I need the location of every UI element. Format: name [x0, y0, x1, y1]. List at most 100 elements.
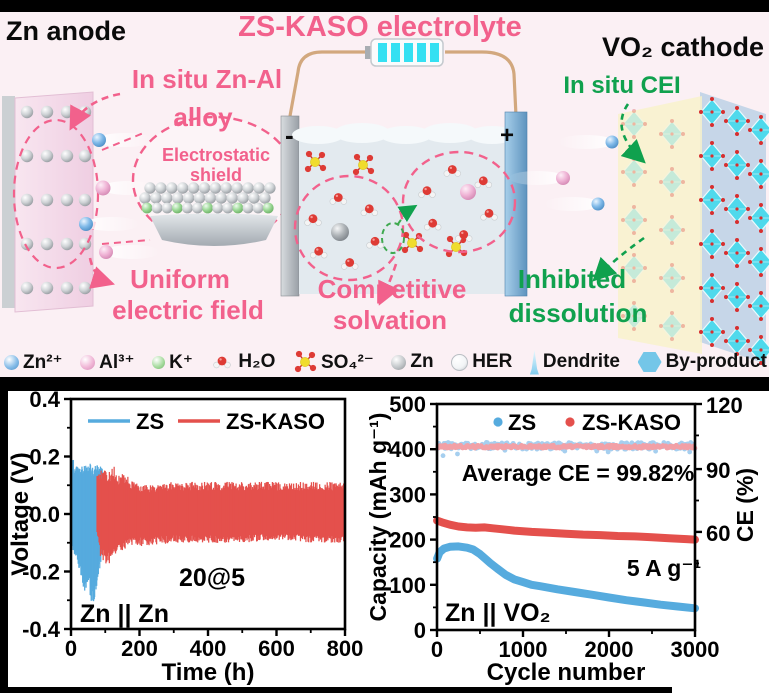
- capacity-axis-label: Capacity (mAh g⁻¹): [365, 413, 391, 622]
- axis-box: [435, 402, 697, 632]
- legend-item-zn-ion: Zn²⁺: [4, 351, 63, 374]
- x-tick-label: 2000: [585, 637, 634, 662]
- shield-sphere-layers: [139, 182, 276, 214]
- zn-anode-plate: [2, 91, 100, 313]
- y-tick-label: -0.4: [22, 617, 61, 642]
- top-frame-bar: [0, 0, 769, 12]
- ion-trail: [509, 171, 565, 185]
- x-tick-label: 400: [190, 636, 227, 661]
- shield-zn-sphere: [139, 192, 151, 204]
- alloy-annotation-line2: alloy: [173, 102, 233, 132]
- capacity-tick-label: 500: [389, 392, 426, 417]
- cei-annotation: In situ CEI: [563, 72, 681, 99]
- legend-label: Al³⁺: [99, 351, 135, 373]
- capacity-tick-label: 100: [389, 573, 426, 598]
- x-tick-label: 0: [431, 637, 443, 662]
- shield-zn-sphere: [252, 202, 264, 214]
- shield-zn-sphere: [231, 182, 243, 194]
- zn-deposit-sphere: [60, 281, 74, 295]
- al-ion-sphere: [99, 245, 113, 259]
- capacity-tick-label: 200: [389, 528, 426, 553]
- shield-k-sphere: [202, 202, 214, 214]
- shield-zn-sphere: [192, 202, 203, 214]
- shield-annotation-line1: Electrostatic: [161, 145, 271, 165]
- shield-zn-sphere: [264, 182, 276, 194]
- zn-ion-sphere: [79, 217, 93, 231]
- legend-item-dendrite: Dendrite: [529, 349, 620, 375]
- zn-deposit-sphere: [20, 105, 34, 119]
- cycle-axis-label: Cycle number: [487, 659, 646, 686]
- zn-deposit-sphere: [60, 237, 74, 251]
- shield-zn-sphere: [150, 192, 162, 204]
- shield-annotation-line2: shield: [189, 165, 243, 185]
- alloy-arrow: [69, 92, 121, 131]
- shield-zn-sphere: [182, 192, 195, 204]
- legend-item-k-ion: K⁺: [152, 351, 193, 374]
- ce-tick-label: 120: [706, 393, 743, 418]
- legend-item-her: HER: [451, 351, 512, 373]
- electrolyte-title: ZS-KASO electrolyte: [238, 12, 522, 43]
- al3-ion-icon: [80, 354, 96, 370]
- legend-label-zs: ZS: [136, 409, 164, 434]
- electrolyte-surface-waves: [292, 123, 516, 144]
- ce-dot-0: [605, 449, 611, 455]
- solvation-shell-left-outline: [293, 174, 405, 282]
- shield-zn-sphere: [226, 192, 238, 204]
- uniform-annotation-line1: Uniform: [130, 264, 230, 294]
- x-tick-label: 600: [258, 636, 295, 661]
- battery-terminal: [365, 46, 371, 59]
- al-center-sphere: [460, 184, 476, 200]
- capacity-tick-label: 400: [389, 437, 426, 462]
- shield-zn-sphere: [253, 182, 265, 194]
- legend-label: HER: [472, 351, 513, 372]
- legend-label: Zn²⁺: [23, 351, 63, 373]
- positive-terminal-sign: +: [500, 122, 515, 149]
- zn-deposit-sphere: [20, 193, 34, 207]
- inhibited-annotation-line2: dissolution: [508, 298, 648, 328]
- ce-dot-0: [687, 449, 693, 455]
- legend-label-zskaso: ZS-KASO: [582, 410, 681, 435]
- current-density-annotation: 5 A g⁻¹: [627, 555, 701, 581]
- wire-left: [288, 50, 366, 117]
- shield-zn-sphere: [151, 202, 163, 214]
- her-icon: [451, 353, 469, 371]
- rate-annotation: 20@5: [179, 564, 245, 592]
- ce-axis-label: CE (%): [732, 468, 758, 542]
- legend-label-zs: ZS: [508, 410, 536, 435]
- voltage-axis-label: Voltage (V): [8, 452, 34, 576]
- wire-right: [445, 50, 518, 117]
- zn-deposit-sphere: [40, 105, 54, 119]
- legend-label: Zn: [410, 351, 434, 372]
- alloy-annotation-line1: In situ Zn-Al: [131, 64, 283, 94]
- cell-annotation: Zn || Zn: [80, 600, 169, 628]
- shield-zn-sphere: [237, 192, 249, 204]
- legend-label: H₂O: [238, 351, 276, 372]
- shield-zn-sphere: [242, 202, 254, 214]
- al-ion-sphere: [556, 171, 570, 185]
- zn-atom-icon: [391, 354, 407, 370]
- zn-deposit-sphere: [20, 281, 34, 295]
- water-molecule-icon: [213, 356, 232, 369]
- shield-zn-sphere: [187, 182, 200, 194]
- sulfate-ion-icon: [294, 350, 317, 373]
- ce-tick-label: 90: [706, 458, 730, 483]
- legend-item-water: H₂O: [210, 351, 275, 373]
- electrolyte-cell: [280, 111, 528, 297]
- shield-zn-sphere: [193, 192, 206, 204]
- annotation-arrows: [69, 92, 646, 306]
- x-tick-label: 0: [65, 636, 77, 661]
- proton-shuttle-arrow: [397, 204, 418, 225]
- capacity-trace-ZS capacity: [433, 542, 699, 613]
- y-tick-label: -0.2: [22, 560, 60, 585]
- zn-center-sphere: [331, 223, 349, 241]
- shield-zn-sphere: [166, 182, 178, 194]
- ce-tick-label: 60: [706, 521, 730, 546]
- schematic-panel: Zn anode ZS-KASO electrolyte VO₂ cathode…: [0, 12, 769, 377]
- capacity-tick-label: 0: [414, 618, 426, 643]
- byproduct-icon: [637, 352, 662, 372]
- legend-label: K⁺: [169, 351, 193, 373]
- shield-k-sphere: [141, 202, 153, 214]
- competitive-annotation-line2: solvation: [332, 305, 448, 335]
- cell-annotation: Zn || VO₂: [445, 599, 551, 627]
